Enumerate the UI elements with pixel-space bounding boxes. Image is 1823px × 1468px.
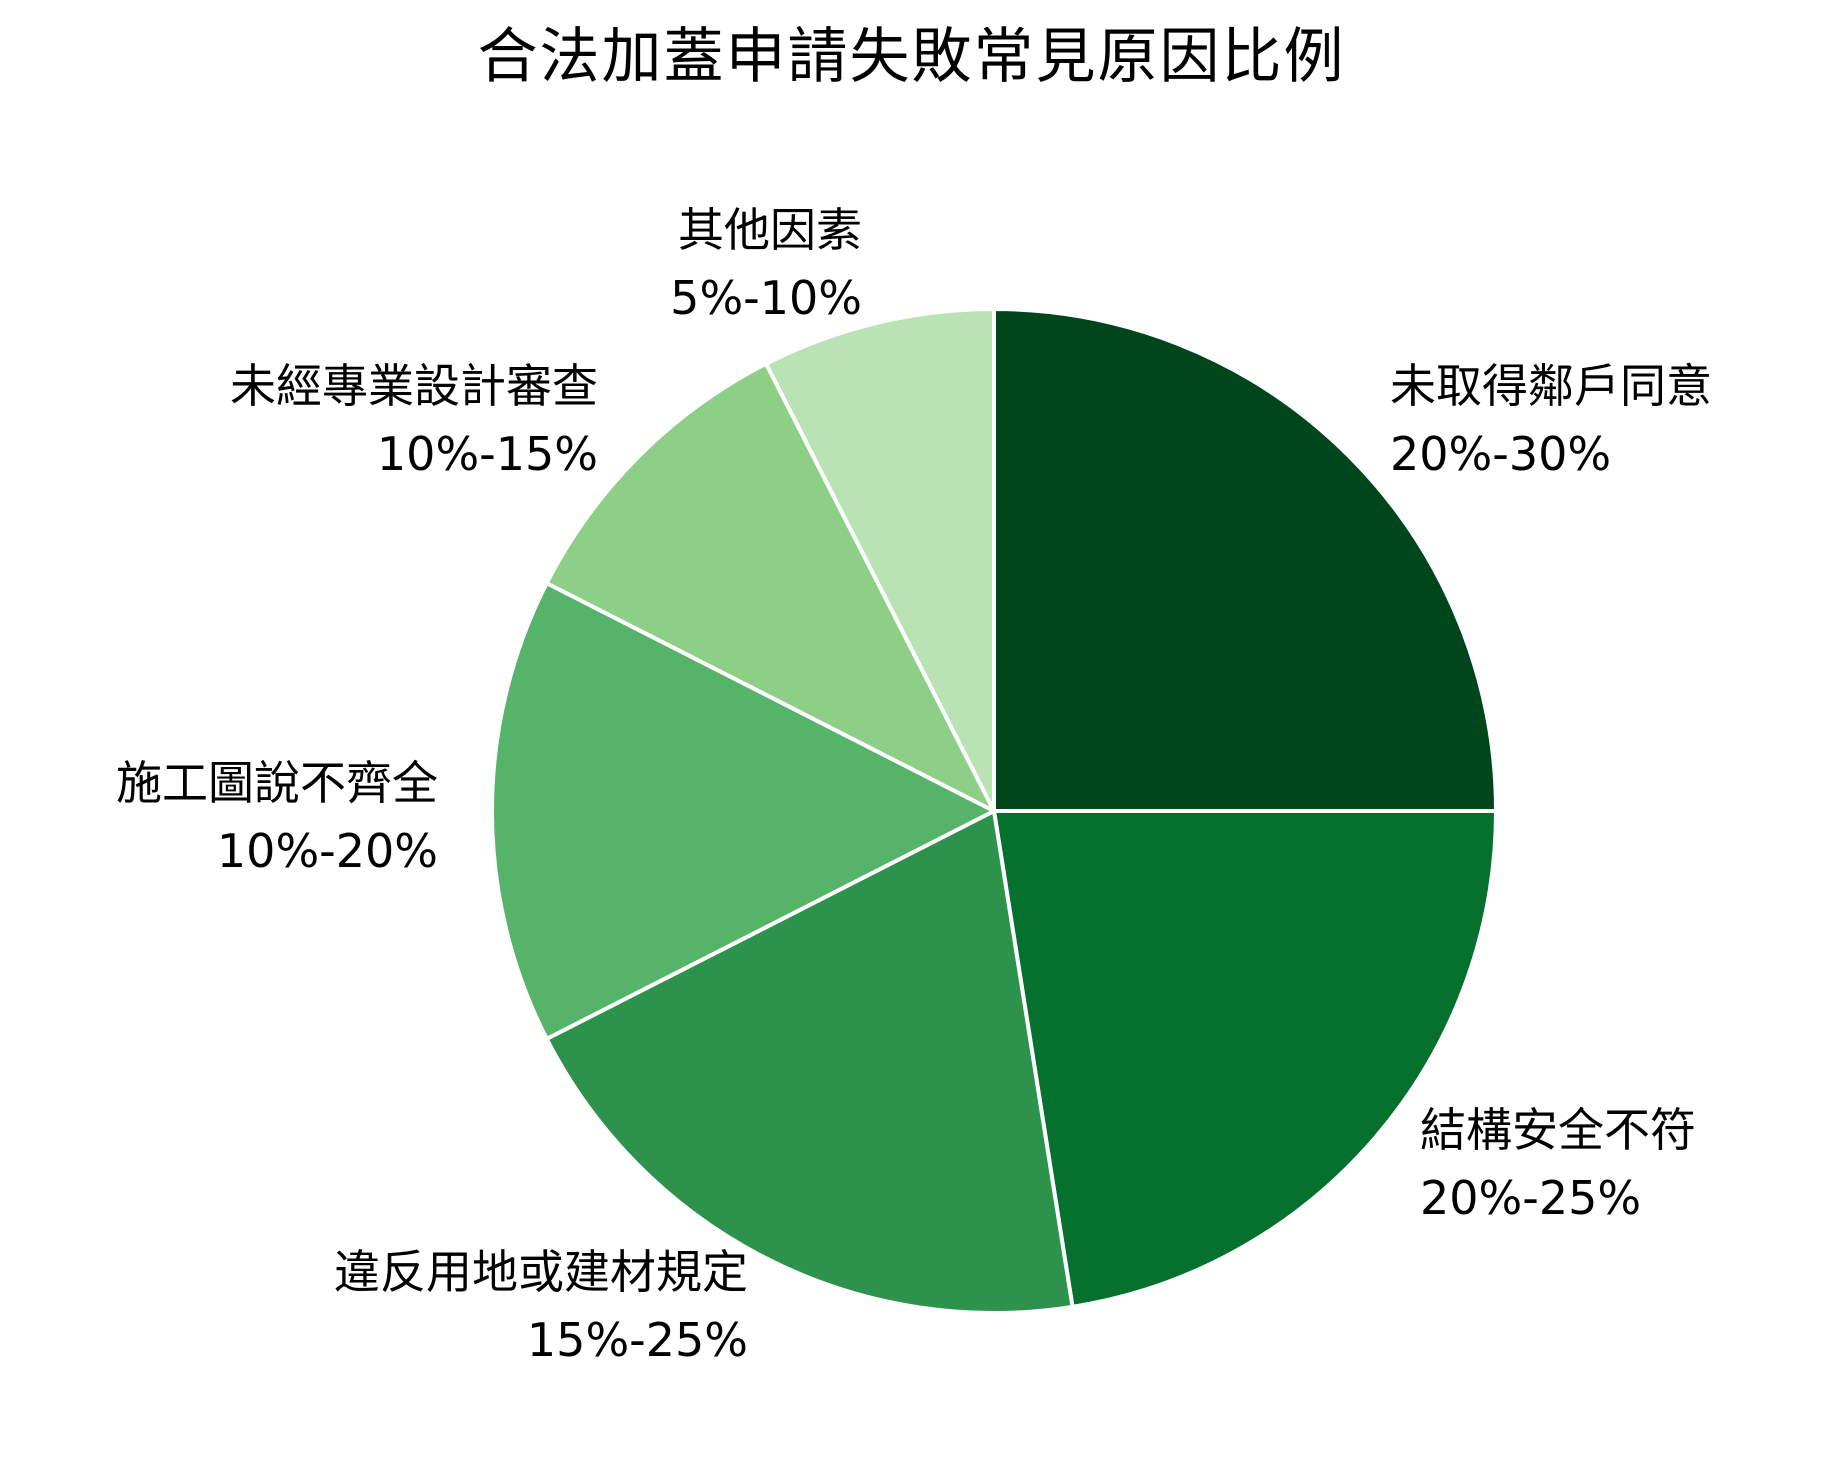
slice-label-name-2: 結構安全不符 <box>1420 1103 1696 1157</box>
pie-slice-6 <box>764 307 996 813</box>
slice-label-name-1: 未取得鄰戶同意 <box>1390 359 1712 413</box>
slice-label-range-3: 15%-25% <box>527 1313 748 1367</box>
pie-slices <box>489 307 1498 1315</box>
slice-label-range-6: 5%-10% <box>670 271 862 325</box>
chart-title: 合法加蓋申請失敗常見原因比例 <box>477 22 1346 92</box>
slice-label-range-2: 20%-25% <box>1420 1171 1641 1225</box>
pie-labels: 未取得鄰戶同意 20%-30% 結構安全不符 20%-25% 違反用地或建材規定 15%-… <box>116 203 1712 1367</box>
pie-slice-3 <box>544 809 1075 1315</box>
slice-label-range-5: 10%-15% <box>377 427 598 481</box>
pie-slice-5 <box>544 361 996 813</box>
slice-label-name-5: 未經專業設計審查 <box>230 359 598 413</box>
slice-label-range-1: 20%-30% <box>1390 427 1611 481</box>
slice-label-name-3: 違反用地或建材規定 <box>334 1245 748 1299</box>
pie-slice-2 <box>992 809 1498 1309</box>
pie-slice-1 <box>992 307 1498 813</box>
slice-label-name-4: 施工圖說不齊全 <box>116 756 438 810</box>
pie-slice-4 <box>489 581 996 1041</box>
slice-label-name-6: 其他因素 <box>678 203 862 257</box>
slice-label-range-4: 10%-20% <box>217 824 438 878</box>
